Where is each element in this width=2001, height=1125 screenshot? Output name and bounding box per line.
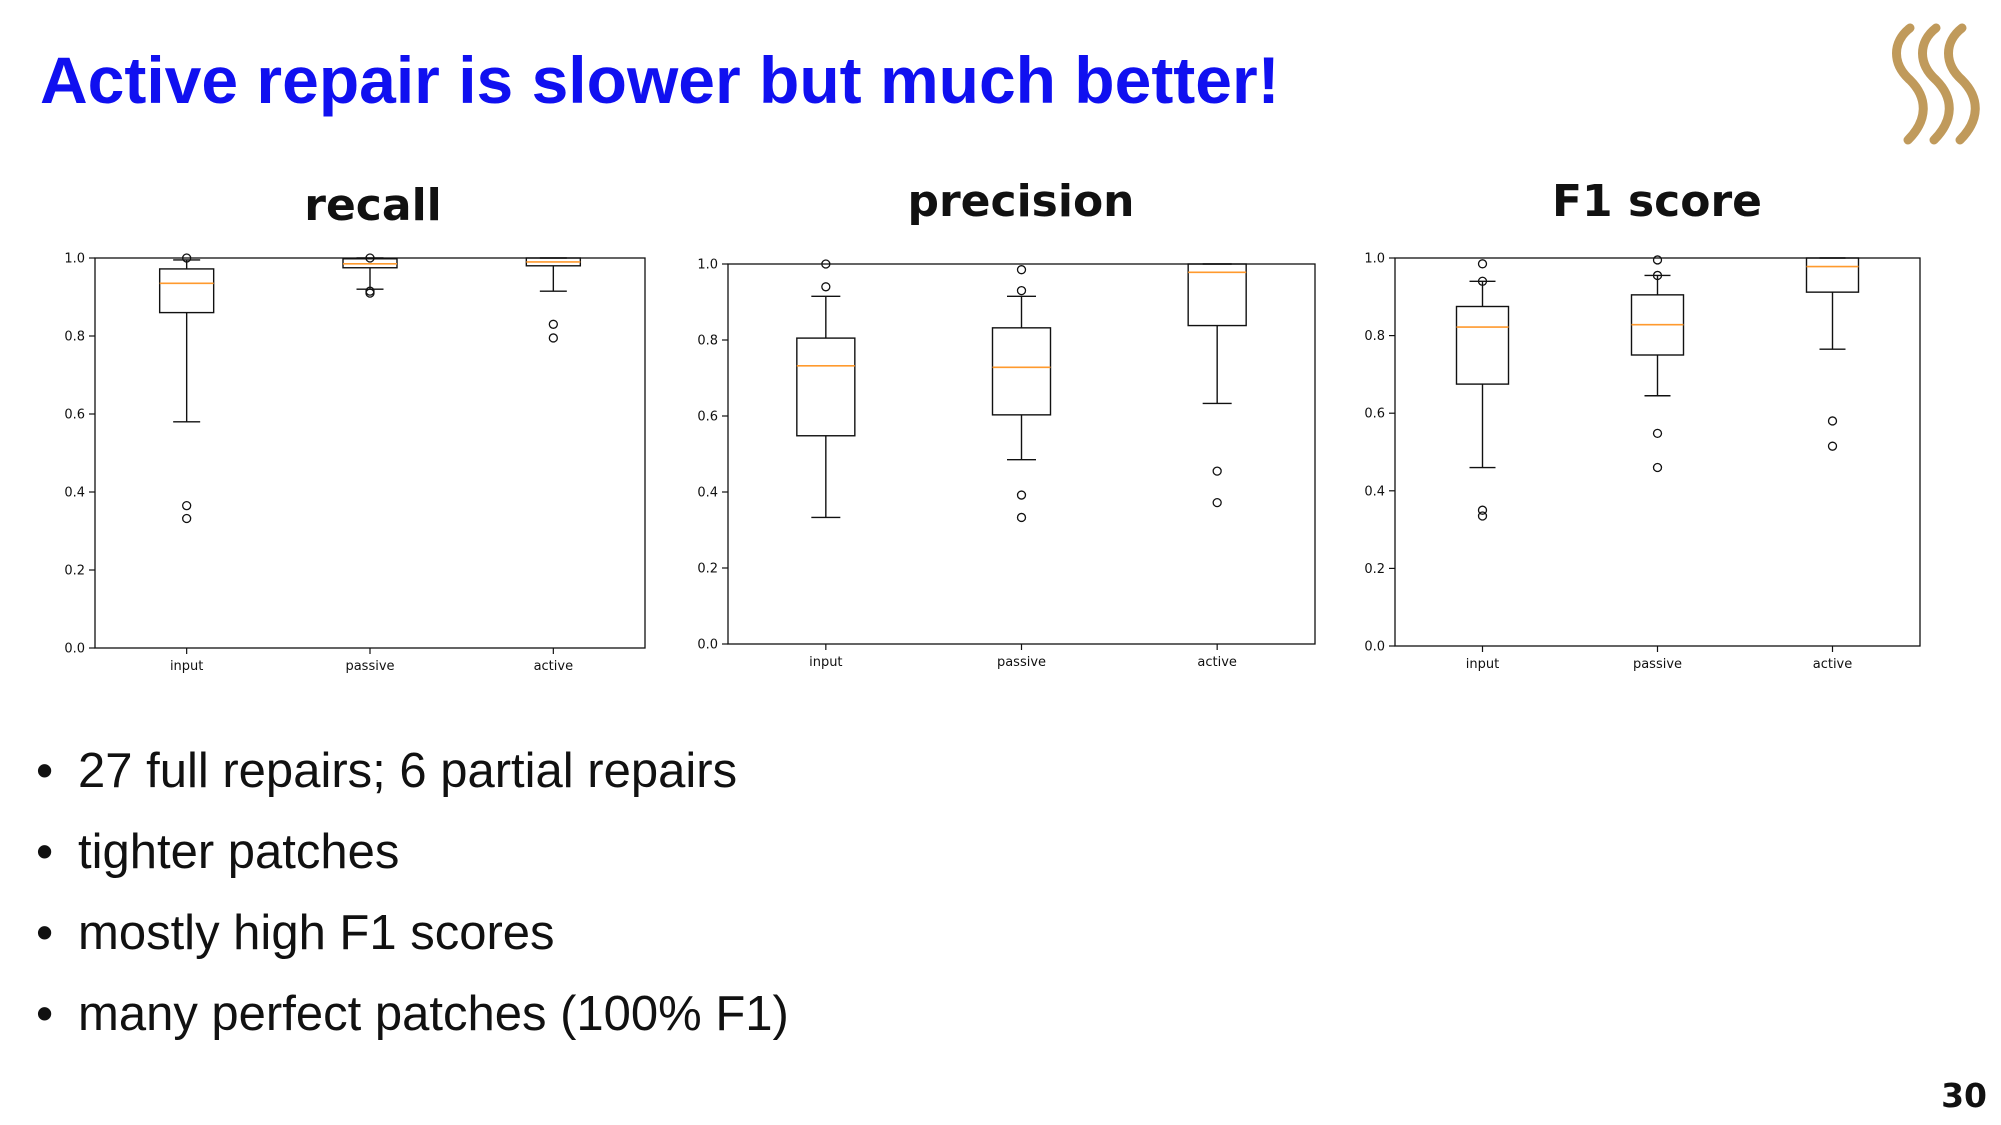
x-tick-label: passive bbox=[345, 659, 394, 674]
outlier-point bbox=[1652, 462, 1663, 473]
y-tick-label: 0.4 bbox=[697, 486, 718, 501]
bullet-icon: • bbox=[36, 744, 54, 798]
bullet-text: mostly high F1 scores bbox=[78, 906, 555, 960]
x-tick-label: input bbox=[170, 659, 203, 674]
bullet-list: • 27 full repairs; 6 partial repairs • tig… bbox=[36, 738, 789, 1062]
y-tick-label: 0.8 bbox=[697, 334, 718, 349]
outlier-point bbox=[1827, 441, 1838, 451]
x-tick-label: active bbox=[534, 659, 574, 674]
outlier-point bbox=[1477, 505, 1488, 515]
outlier-point bbox=[1652, 428, 1663, 439]
outlier-point bbox=[1477, 511, 1488, 521]
bullet-item: • many perfect patches (100% F1) bbox=[36, 981, 789, 1062]
y-tick-label: 0.8 bbox=[64, 330, 85, 345]
outlier-point bbox=[1827, 416, 1838, 426]
outlier-point bbox=[182, 513, 192, 524]
bullet-icon: • bbox=[36, 825, 54, 879]
slide-title: Active repair is slower but much better! bbox=[40, 43, 1280, 117]
bullet-text: tighter patches bbox=[78, 825, 400, 879]
x-tick-label: active bbox=[1813, 657, 1853, 672]
plot-frame bbox=[1394, 257, 1921, 647]
box bbox=[1187, 263, 1247, 327]
outlier-point bbox=[1477, 259, 1488, 269]
y-tick-label: 0.6 bbox=[1364, 407, 1385, 422]
outlier-point bbox=[1652, 270, 1663, 281]
outlier-point bbox=[1016, 265, 1027, 275]
bullet-item: • mostly high F1 scores bbox=[36, 900, 789, 981]
outlier-point bbox=[182, 500, 192, 511]
bullet-icon: • bbox=[36, 987, 54, 1041]
chart-title-f1-score: F1 score bbox=[1551, 176, 1763, 227]
x-tick-label: input bbox=[1466, 657, 1499, 672]
outlier-point bbox=[1477, 276, 1488, 286]
y-tick-label: 0.6 bbox=[697, 410, 718, 425]
bullet-icon: • bbox=[36, 906, 54, 960]
y-tick-label: 1.0 bbox=[697, 258, 718, 273]
outlier-point bbox=[821, 282, 831, 292]
y-tick-label: 0.4 bbox=[64, 486, 85, 501]
bullet-item: • tighter patches bbox=[36, 819, 789, 900]
box bbox=[158, 268, 215, 314]
box bbox=[991, 327, 1052, 416]
outlier-point bbox=[548, 319, 558, 329]
y-tick-label: 0.4 bbox=[1364, 484, 1385, 499]
outlier-point bbox=[1652, 255, 1663, 265]
page-number: 30 bbox=[1941, 1076, 1987, 1115]
y-tick-label: 0.2 bbox=[697, 562, 718, 577]
x-tick-label: passive bbox=[997, 655, 1046, 670]
y-tick-label: 1.0 bbox=[64, 252, 85, 267]
outlier-point bbox=[1212, 497, 1222, 508]
y-tick-label: 0.0 bbox=[697, 638, 718, 653]
outlier-point bbox=[1212, 466, 1222, 476]
recall-boxplot: 0.0 0.2 0.4 0.6 0.8 1.0 input passive active bbox=[64, 252, 646, 674]
f1-score-boxplot: 0.0 0.2 0.4 0.6 0.8 1.0 input passive active bbox=[1364, 252, 1921, 672]
y-tick-label: 0.0 bbox=[1364, 640, 1385, 655]
outlier-point bbox=[1016, 490, 1027, 500]
bullet-text: many perfect patches (100% F1) bbox=[78, 987, 789, 1041]
bullet-text: 27 full repairs; 6 partial repairs bbox=[78, 744, 738, 798]
bullet-item: • 27 full repairs; 6 partial repairs bbox=[36, 738, 789, 819]
box bbox=[1455, 305, 1510, 385]
x-tick-label: input bbox=[809, 655, 842, 670]
university-logo-icon bbox=[1892, 23, 1980, 145]
x-tick-label: active bbox=[1197, 655, 1237, 670]
outlier-point bbox=[1016, 285, 1027, 296]
outlier-point bbox=[1016, 512, 1027, 523]
precision-boxplot: 0.0 0.2 0.4 0.6 0.8 1.0 input passive active bbox=[697, 258, 1316, 670]
plot-frame bbox=[727, 263, 1316, 645]
chart-title-recall: recall bbox=[304, 180, 442, 231]
chart-title-precision: precision bbox=[907, 176, 1135, 227]
y-tick-label: 0.0 bbox=[64, 642, 85, 657]
outlier-point bbox=[548, 333, 558, 343]
y-tick-label: 1.0 bbox=[1364, 252, 1385, 267]
box bbox=[1805, 257, 1860, 293]
x-tick-label: passive bbox=[1633, 657, 1682, 672]
y-tick-label: 0.2 bbox=[64, 564, 85, 579]
outlier-point bbox=[365, 288, 375, 298]
y-tick-label: 0.8 bbox=[1364, 329, 1385, 344]
box bbox=[796, 337, 856, 437]
plot-frame bbox=[94, 257, 646, 649]
y-tick-label: 0.2 bbox=[1364, 562, 1385, 577]
y-tick-label: 0.6 bbox=[64, 408, 85, 423]
